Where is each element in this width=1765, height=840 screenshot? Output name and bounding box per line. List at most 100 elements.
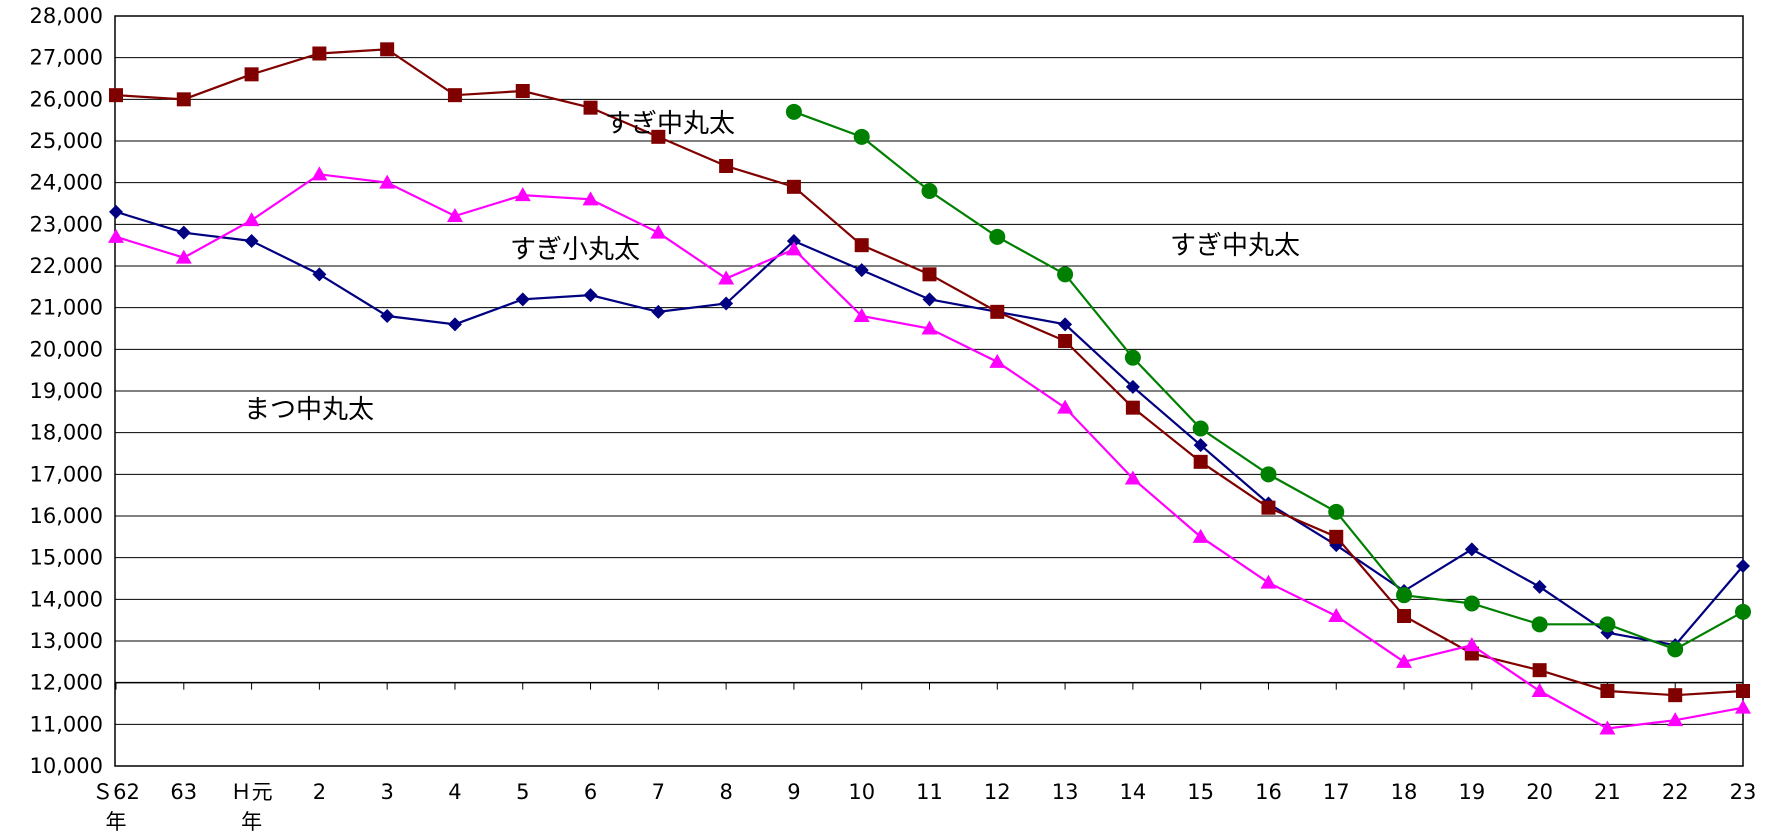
data-point-square xyxy=(244,67,259,82)
data-point-diamond xyxy=(515,292,530,307)
grid-lines xyxy=(115,15,1743,767)
data-point-diamond xyxy=(312,267,327,282)
y-tick-label: 22,000 xyxy=(30,254,103,278)
data-point-circle xyxy=(989,228,1006,245)
data-point-triangle xyxy=(1396,653,1413,668)
y-tick-label: 13,000 xyxy=(30,629,103,653)
x-tick-label: 6 xyxy=(584,780,597,804)
y-tick-label: 25,000 xyxy=(30,129,103,153)
data-point-square xyxy=(651,129,666,144)
x-tick-label: 9 xyxy=(787,780,800,804)
data-point-square xyxy=(719,159,734,173)
data-point-diamond xyxy=(786,234,801,248)
data-point-diamond xyxy=(447,317,462,332)
data-point-triangle xyxy=(1463,637,1480,652)
x-tick-label: 15 xyxy=(1187,780,1214,804)
data-point-square xyxy=(1600,684,1615,698)
x-tick-label: 21 xyxy=(1594,780,1621,804)
data-point-square xyxy=(1125,400,1140,415)
data-point-square xyxy=(1193,454,1208,469)
series-0 xyxy=(109,204,1750,653)
plot-frame xyxy=(114,15,1744,767)
x-tick-label: 8 xyxy=(719,780,732,804)
data-point-square xyxy=(786,179,801,194)
data-point-square xyxy=(583,100,598,115)
data-point-square xyxy=(1329,529,1344,544)
annotations: すぎ中丸太 すぎ小丸太 すぎ中丸太 まつ中丸太 xyxy=(244,109,1300,425)
data-point-circle xyxy=(853,128,870,145)
series-2 xyxy=(108,166,1751,735)
x-tick-label: 13 xyxy=(1052,780,1079,804)
data-point-diamond xyxy=(1464,542,1479,557)
x-tick-label: 14 xyxy=(1120,780,1147,804)
data-point-triangle xyxy=(1667,712,1684,727)
y-tick-label: 17,000 xyxy=(30,462,103,486)
axes xyxy=(114,15,1744,767)
x-tick-label: 16 xyxy=(1255,780,1282,804)
y-tick-label: 24,000 xyxy=(30,171,103,195)
data-point-diamond xyxy=(1125,379,1140,394)
series-line xyxy=(115,173,1744,730)
data-point-triangle xyxy=(243,212,260,227)
data-point-diamond xyxy=(176,225,191,240)
data-point-square xyxy=(447,88,462,103)
data-point-circle xyxy=(1396,587,1413,604)
data-point-circle xyxy=(1735,603,1751,620)
data-point-diamond xyxy=(583,288,598,303)
data-point-triangle xyxy=(853,308,870,322)
data-point-triangle xyxy=(1735,699,1751,714)
y-tick-label: 10,000 xyxy=(30,754,103,778)
data-point-diamond xyxy=(651,304,666,319)
y-tick-label: 23,000 xyxy=(30,212,103,236)
x-tick-label: 12 xyxy=(984,780,1011,804)
data-point-circle xyxy=(1531,616,1548,633)
annotation-sugi-sho: すぎ小丸太 xyxy=(510,235,640,265)
x-tick-label: 63 xyxy=(170,780,197,804)
data-point-triangle xyxy=(1260,574,1277,589)
data-point-triangle xyxy=(175,249,192,264)
data-point-triangle xyxy=(379,174,396,189)
data-point-square xyxy=(1736,684,1750,698)
x-tick-label: 22 xyxy=(1662,780,1689,804)
x-tick-label: 2 xyxy=(313,780,326,804)
data-point-square xyxy=(1397,609,1412,623)
annotation-matsu-chu: まつ中丸太 xyxy=(244,395,374,425)
data-point-circle xyxy=(1328,503,1345,520)
x-tick-label: 19 xyxy=(1458,780,1485,804)
data-point-square xyxy=(380,42,395,57)
data-point-triangle xyxy=(718,270,735,285)
data-point-triangle xyxy=(582,191,599,206)
annotation-sugi-chu-1: すぎ中丸太 xyxy=(605,109,735,139)
data-point-diamond xyxy=(1193,438,1208,453)
y-tick-label: 19,000 xyxy=(30,379,103,403)
y-tick-label: 14,000 xyxy=(30,587,103,611)
y-tick-label: 11,000 xyxy=(30,712,103,736)
x-tick-label: 20 xyxy=(1526,780,1553,804)
y-tick-labels: 10,000 11,000 12,000 13,000 14,000 15,000 16,0… xyxy=(30,4,103,778)
x-tick-label: Ｓ62 年 xyxy=(92,780,140,834)
data-point-circle xyxy=(1463,595,1480,612)
series-3 xyxy=(785,103,1751,658)
data-point-triangle xyxy=(1124,470,1141,485)
data-point-square xyxy=(1058,334,1073,348)
series-line xyxy=(115,48,1744,697)
data-point-triangle xyxy=(1328,608,1345,622)
data-point-square xyxy=(1261,500,1276,515)
annotation-sugi-chu-2: すぎ中丸太 xyxy=(1170,231,1300,261)
data-point-triangle xyxy=(311,166,328,181)
y-tick-label: 18,000 xyxy=(30,421,103,445)
data-point-diamond xyxy=(1058,317,1073,332)
y-tick-label: 15,000 xyxy=(30,546,103,570)
data-point-triangle xyxy=(108,228,124,243)
x-tick-label: 7 xyxy=(652,780,665,804)
y-tick-label: 27,000 xyxy=(30,46,103,70)
data-point-circle xyxy=(785,103,802,120)
data-point-square xyxy=(109,88,123,103)
y-tick-label: 16,000 xyxy=(30,504,103,528)
x-tick-label: 18 xyxy=(1391,780,1418,804)
data-point-square xyxy=(1668,688,1683,703)
data-point-circle xyxy=(1260,466,1277,483)
data-point-diamond xyxy=(854,263,869,278)
